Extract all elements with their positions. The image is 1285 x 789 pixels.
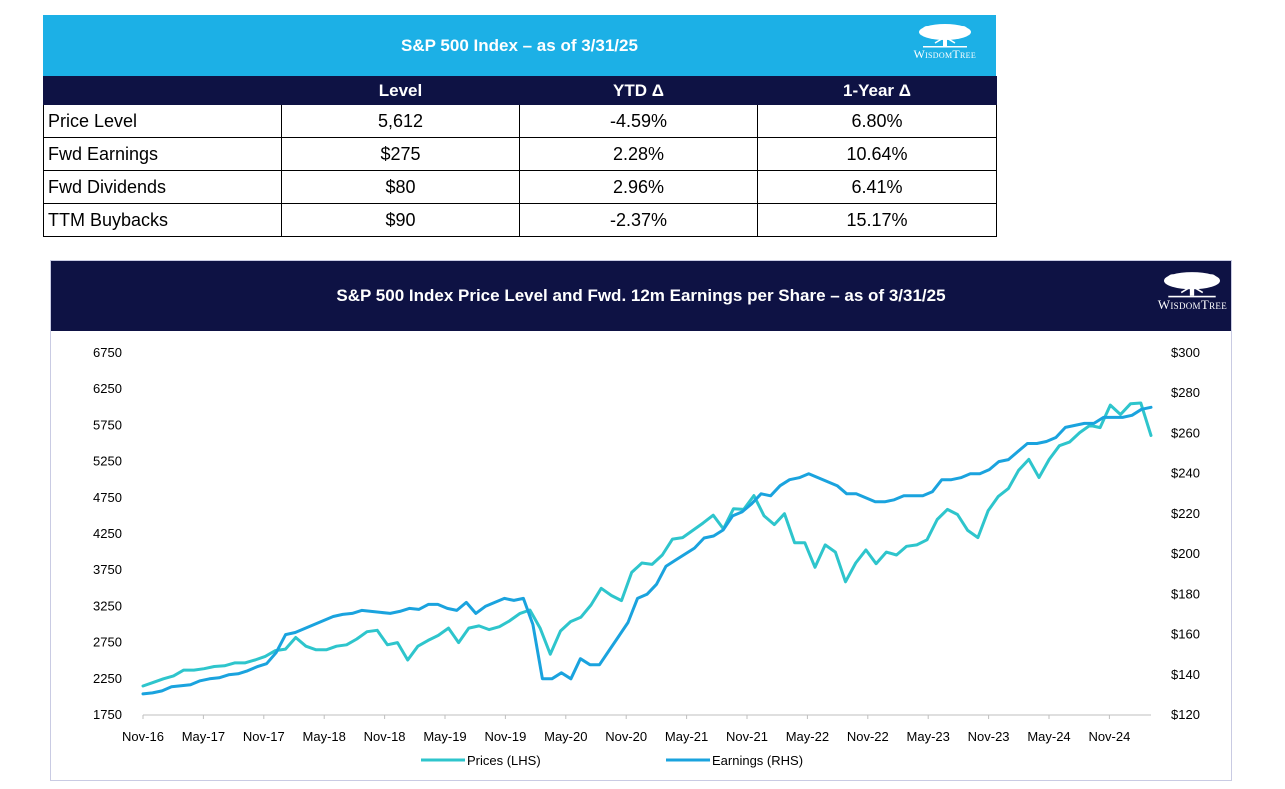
legend-label-earnings: Earnings (RHS) [712,753,803,768]
x-tick-label: May-17 [182,729,225,744]
table-row: TTM Buybacks $90 -2.37% 15.17% [43,203,997,237]
y-left-tick-label: 6750 [93,345,122,360]
table-cell: -2.37% [519,203,758,237]
table-cell: 2.96% [519,170,758,204]
earnings-series-line [141,405,1153,696]
table-cell: 10.64% [757,137,997,171]
y-right-tick-label: $300 [1171,345,1200,360]
table-cell: -4.59% [519,104,758,138]
y-left-tick-label: 5750 [93,417,122,432]
x-tick-label: Nov-21 [726,729,768,744]
y-right-tick-label: $140 [1171,667,1200,682]
y-right-tick-label: $180 [1171,586,1200,601]
x-tick-label: May-18 [303,729,346,744]
x-tick-label: Nov-19 [484,729,526,744]
x-tick-label: May-21 [665,729,708,744]
x-tick-label: May-20 [544,729,587,744]
table-row: Price Level 5,612 -4.59% 6.80% [43,104,997,138]
y-right-tick-label: $260 [1171,425,1200,440]
wisdomtree-logo: WisdomTree [1158,271,1227,313]
table-cell: 6.80% [757,104,997,138]
y-left-tick-label: 2750 [93,635,122,650]
tree-icon [918,24,971,48]
chart-panel: S&P 500 Index Price Level and Fwd. 12m E… [50,260,1232,781]
wisdomtree-logo: WisdomTree [913,23,976,62]
summary-table: Level YTD Δ 1-Year Δ Price Level 5,612 -… [43,76,997,237]
header-cell-level: Level [281,76,520,105]
legend-label-prices: Prices (LHS) [467,753,541,768]
x-tick-label: Nov-18 [364,729,406,744]
x-tick-label: Nov-23 [968,729,1010,744]
row-label: Fwd Earnings [43,137,282,171]
y-left-tick-label: 5250 [93,454,122,469]
y-right-tick-label: $220 [1171,506,1200,521]
prices-series-line [141,401,1153,688]
logo-text: WisdomTree [1157,297,1227,312]
y-left-tick-label: 2250 [93,671,122,686]
logo-text: WisdomTree [913,47,976,61]
table-cell: $80 [281,170,520,204]
header-cell-empty [43,76,282,105]
table-title: S&P 500 Index – as of 3/31/25 [401,36,638,55]
summary-table-panel: S&P 500 Index – as of 3/31/25 WisdomTree… [43,15,997,237]
line-chart: 6750 6250 5750 5250 4750 4250 3750 3250 2750 2250… [93,345,1200,768]
x-tick-label: May-19 [423,729,466,744]
table-row: Fwd Dividends $80 2.96% 6.41% [43,170,997,204]
x-tick-label: May-24 [1027,729,1070,744]
table-cell: $275 [281,137,520,171]
table-cell: $90 [281,203,520,237]
table-cell: 15.17% [757,203,997,237]
y-right-tick-label: $280 [1171,385,1200,400]
table-cell: 2.28% [519,137,758,171]
table-cell: 6.41% [757,170,997,204]
y-right-tick-label: $160 [1171,627,1200,642]
row-label: Fwd Dividends [43,170,282,204]
row-label: Price Level [43,104,282,138]
table-title-bar: S&P 500 Index – as of 3/31/25 WisdomTree [43,15,996,76]
y-left-tick-label: 4750 [93,490,122,505]
y-left-tick-label: 3250 [93,598,122,613]
y-left-tick-label: 4250 [93,526,122,541]
tree-icon [1164,272,1221,298]
x-tick-label: May-22 [786,729,829,744]
y-right-tick-label: $120 [1171,707,1200,722]
chart-title: S&P 500 Index Price Level and Fwd. 12m E… [336,286,946,305]
header-cell-1yr: 1-Year Δ [757,76,997,105]
y-left-tick-label: 3750 [93,562,122,577]
x-tick-label: Nov-17 [243,729,285,744]
y-right-tick-label: $240 [1171,466,1200,481]
y-left-tick-label: 1750 [93,707,122,722]
table-header-row: Level YTD Δ 1-Year Δ [43,76,997,105]
table-cell: 5,612 [281,104,520,138]
x-tick-label: Nov-22 [847,729,889,744]
x-tick-label: Nov-20 [605,729,647,744]
x-tick-label: Nov-24 [1088,729,1130,744]
x-tick-label: May-23 [907,729,950,744]
table-row: Fwd Earnings $275 2.28% 10.64% [43,137,997,171]
header-cell-ytd: YTD Δ [519,76,758,105]
row-label: TTM Buybacks [43,203,282,237]
y-right-tick-label: $200 [1171,546,1200,561]
y-left-tick-label: 6250 [93,381,122,396]
x-tick-label: Nov-16 [122,729,164,744]
chart-title-bar: S&P 500 Index Price Level and Fwd. 12m E… [51,261,1231,331]
